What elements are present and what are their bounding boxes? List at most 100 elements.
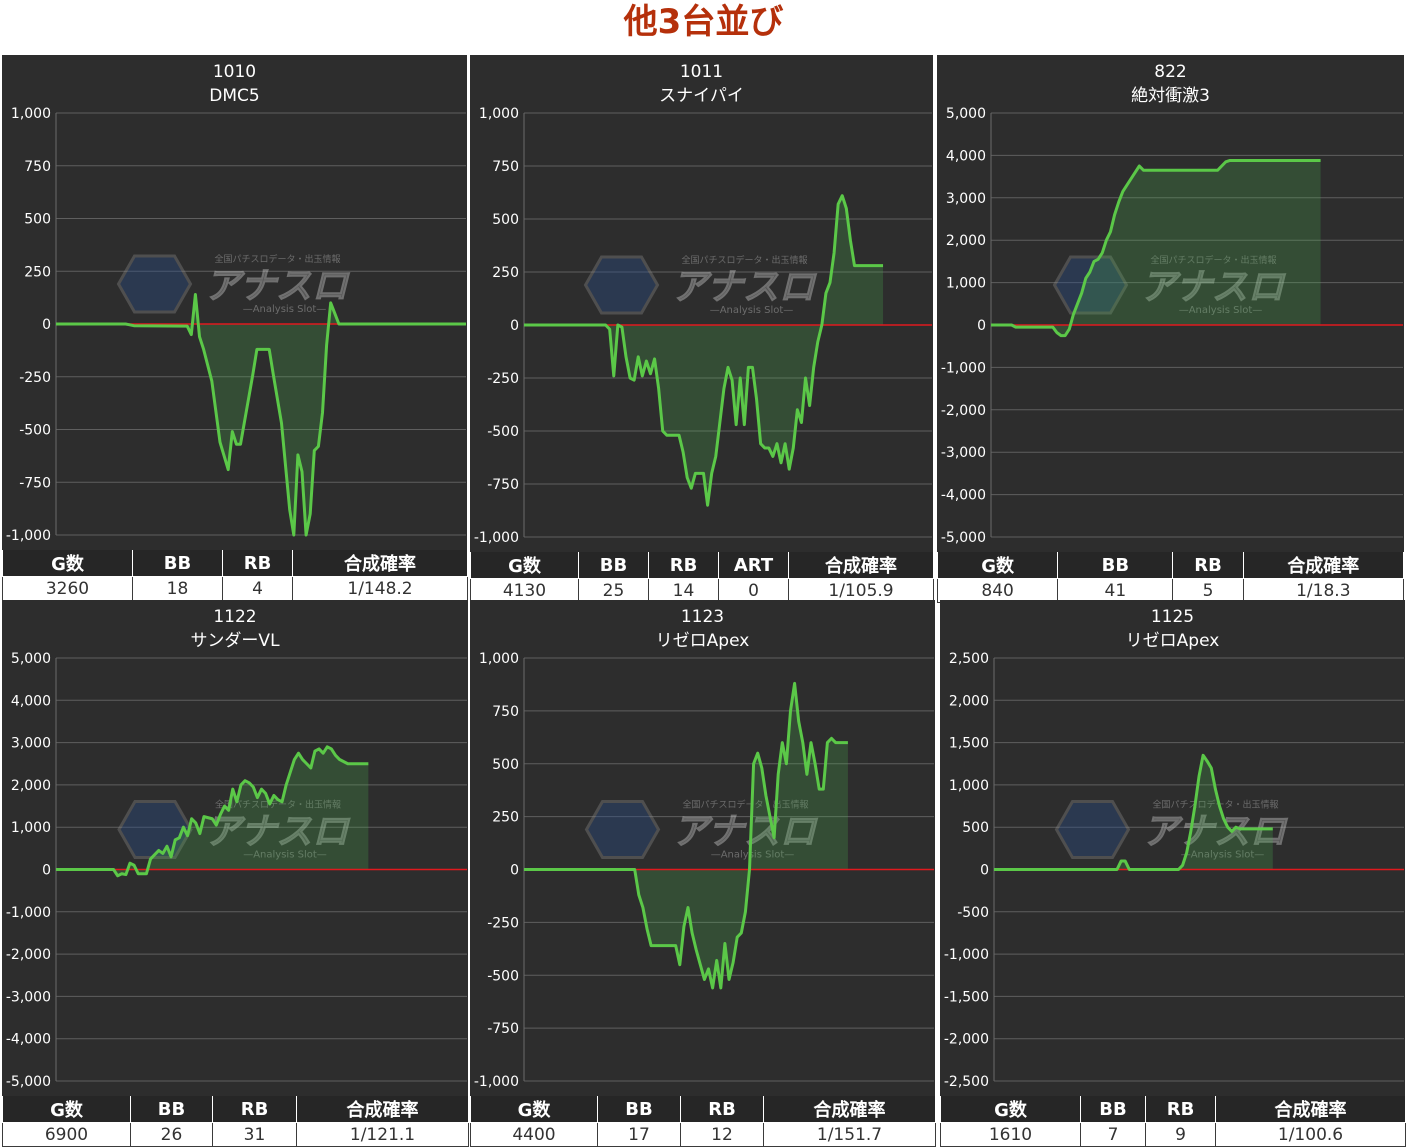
stats-value: 9 [1145, 1122, 1216, 1147]
stats-value: 4 [222, 576, 293, 601]
y-tick-label: -500 [487, 968, 519, 984]
series-area [991, 160, 1321, 336]
machine-panel-1123: 1123 リゼロApex 1,000 750 500 250 0 -250 -500 -750 -1… [470, 600, 936, 1147]
chart-background [470, 55, 933, 552]
machine-number: 822 [1154, 62, 1186, 82]
machine-name: リゼロApex [656, 631, 750, 651]
y-tick-label: 250 [492, 265, 519, 281]
machine-name: スナイパイ [659, 86, 744, 106]
watermark-subtitle: —Analysis Slot— [243, 304, 327, 315]
y-tick-label: 1,500 [949, 736, 989, 752]
watermark-tagline: 全国パチスロデータ・出玉情報 [215, 799, 341, 811]
data-chart: 1010 DMC5 1,000 750 500 250 0 -250 -500 -750 -1,00… [2, 55, 467, 550]
series-line [994, 753, 1273, 871]
watermark-logo-text: アナスロ [205, 266, 350, 307]
y-tick-label: 2,500 [949, 651, 989, 667]
stats-header: 合成確率 [788, 552, 934, 579]
stats-value: 1/105.9 [788, 578, 934, 603]
stats-header: RB [212, 1096, 297, 1123]
y-tick-label: -500 [19, 423, 51, 439]
y-tick-label: 1,000 [479, 106, 519, 122]
stats-table: G数 BB RB 合成確率 1610 7 9 1/100.6 [940, 1096, 1406, 1147]
series-area [524, 195, 884, 506]
y-tick-label: 0 [42, 863, 51, 879]
y-tick-label: 750 [492, 704, 519, 720]
y-tick-label: -500 [957, 905, 989, 921]
stats-table: G数 BB RB ART 合成確率 4130 25 14 0 1/105.9 [470, 552, 934, 603]
machine-name: サンダーVL [190, 631, 280, 651]
y-tick-label: 1,000 [11, 106, 51, 122]
watermark-subtitle: —Analysis Slot— [1179, 305, 1263, 316]
series-line [991, 158, 1321, 338]
y-tick-label: -2,000 [941, 403, 986, 419]
y-tick-label: -5,000 [941, 530, 986, 546]
logo-hexagon-icon [1054, 800, 1131, 859]
stats-value: 1/121.1 [296, 1122, 469, 1147]
stats-table: G数 BB RB 合成確率 840 41 5 1/18.3 [936, 552, 1405, 603]
series-area [994, 755, 1273, 870]
y-tick-label: 0 [510, 863, 519, 879]
y-tick-label: 4,000 [11, 693, 51, 709]
y-tick-label: -1,000 [944, 947, 989, 963]
data-chart: 1011 スナイパイ 1,000 750 500 250 0 -250 -500 -750 -1,0… [470, 55, 933, 552]
y-tick-label: -1,500 [944, 989, 989, 1005]
y-tick-label: 750 [24, 159, 51, 175]
y-tick-label: 250 [492, 810, 519, 826]
stats-value: 14 [648, 578, 719, 603]
y-tick-label: -750 [487, 477, 519, 493]
chart-background [470, 600, 935, 1096]
y-tick-label: 5,000 [946, 106, 986, 122]
y-tick-label: 1,000 [949, 778, 989, 794]
series-line [524, 194, 884, 507]
y-tick-label: -500 [487, 424, 519, 440]
y-tick-label: 3,000 [946, 191, 986, 207]
stats-value: 1610 [940, 1122, 1081, 1147]
chart-background [2, 55, 467, 550]
stats-value: 1/151.7 [763, 1122, 936, 1147]
y-tick-label: 4,000 [946, 148, 986, 164]
series-line [524, 681, 848, 990]
stats-value: 12 [680, 1122, 764, 1147]
machine-panel-822: 822 絶対衝激3 5,000 4,000 3,000 2,000 1,000 0 -1,000… [936, 55, 1405, 603]
y-tick-label: -1,000 [941, 360, 986, 376]
chart-background [937, 55, 1404, 552]
machine-number: 1011 [680, 62, 723, 82]
y-tick-label: 500 [24, 212, 51, 228]
stats-header: G数 [2, 550, 133, 577]
machine-number: 1125 [1151, 607, 1194, 627]
watermark-logo-text: アナスロ [672, 267, 817, 308]
stats-header: 合成確率 [763, 1096, 936, 1123]
watermark-logo-text: アナスロ [205, 812, 350, 853]
y-tick-label: -2,000 [944, 1032, 989, 1048]
y-tick-label: -250 [19, 370, 51, 386]
stats-value: 1/18.3 [1242, 578, 1405, 603]
y-tick-label: -2,500 [944, 1074, 989, 1090]
watermark-tagline: 全国パチスロデータ・出玉情報 [1153, 799, 1279, 811]
y-tick-label: 2,000 [949, 693, 989, 709]
y-tick-label: 0 [980, 863, 989, 879]
machine-name: DMC5 [209, 86, 259, 106]
chart-background [940, 600, 1405, 1096]
y-tick-label: -4,000 [941, 488, 986, 504]
watermark-subtitle: —Analysis Slot— [711, 850, 795, 861]
watermark-tagline: 全国パチスロデータ・出玉情報 [215, 253, 341, 265]
stats-header: RB [680, 1096, 764, 1123]
stats-header: BB [578, 552, 649, 579]
machine-number: 1122 [213, 607, 256, 627]
stats-header: BB [130, 1096, 213, 1123]
y-tick-label: -5,000 [6, 1074, 51, 1090]
stats-header: BB [597, 1096, 681, 1123]
stats-table: G数 BB RB 合成確率 3260 18 4 1/148.2 [2, 550, 468, 601]
watermark-subtitle: —Analysis Slot— [710, 305, 794, 316]
logo-hexagon-icon [1052, 255, 1129, 315]
chart-background [2, 600, 468, 1096]
stats-value: 26 [130, 1122, 213, 1147]
stats-header: RB [1145, 1096, 1216, 1123]
y-tick-label: 0 [510, 318, 519, 334]
y-tick-label: 2,000 [11, 778, 51, 794]
logo-hexagon-icon [116, 254, 193, 314]
stats-value: 41 [1057, 578, 1174, 603]
